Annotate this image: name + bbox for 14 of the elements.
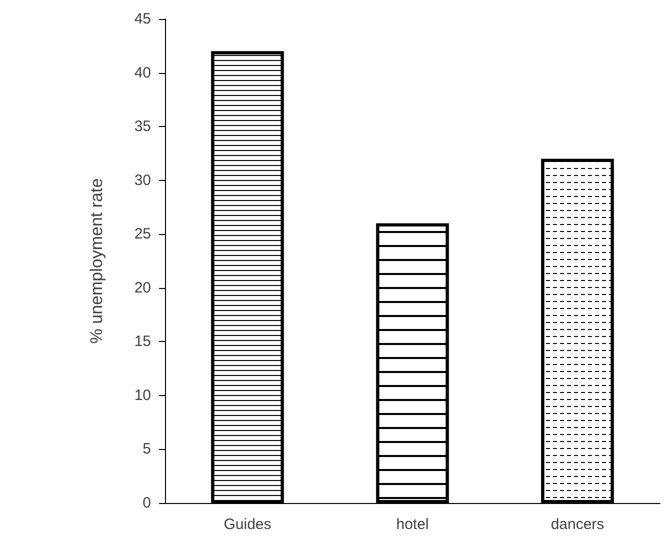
y-axis-title: % unemployment rate — [87, 178, 106, 344]
x-tick-label: Guides — [224, 516, 272, 533]
y-tick-label: 40 — [134, 64, 151, 82]
y-tick-label: 25 — [134, 226, 151, 243]
x-tick-label: hotel — [396, 516, 429, 533]
y-tick-label: 20 — [134, 279, 151, 296]
y-tick-label: 5 — [142, 440, 151, 458]
y-tick-label: 45 — [134, 10, 151, 28]
y-tick-label: 30 — [134, 172, 151, 189]
x-tick-label: dancers — [550, 516, 604, 533]
y-tick-label: 0 — [142, 494, 151, 512]
y-tick-label: 35 — [134, 118, 151, 136]
y-tick-label: 10 — [134, 386, 151, 404]
y-tick-label: 15 — [134, 333, 151, 350]
